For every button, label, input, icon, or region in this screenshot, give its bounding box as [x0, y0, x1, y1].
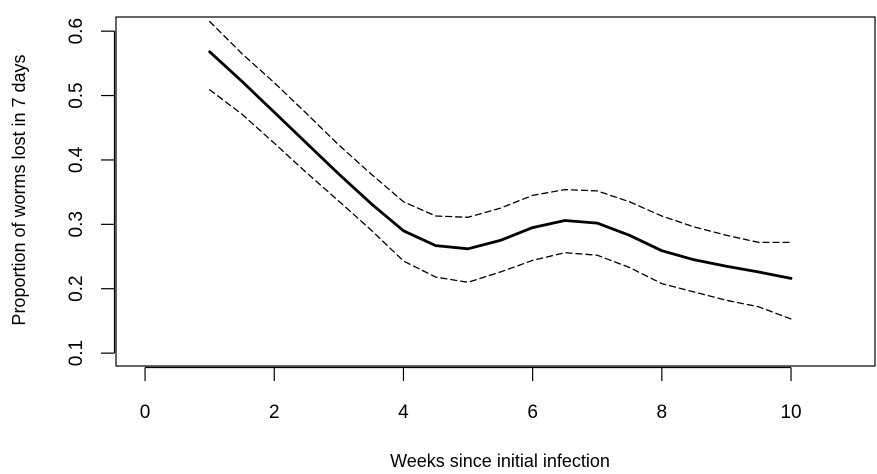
y-axis: 0.1 0.2 0.3 0.4 0.5 0.6 [66, 18, 116, 366]
y-tick-label: 0.3 [66, 211, 87, 237]
upper-ci-line [209, 20, 792, 244]
x-tick-label: 8 [657, 402, 668, 423]
x-tick-label: 2 [269, 402, 280, 423]
x-axis-label: Weeks since initial infection [390, 451, 610, 471]
x-tick-label: 0 [140, 402, 151, 423]
x-tick-label: 4 [398, 402, 409, 423]
x-tick-label: 10 [780, 402, 801, 423]
y-tick-label: 0.4 [66, 146, 87, 173]
y-axis-label: Proportion of worms lost in 7 days [9, 54, 29, 325]
fitted-line [208, 50, 793, 280]
x-axis: 0 2 4 6 8 10 [140, 366, 802, 423]
series-layer [208, 20, 793, 320]
plot-frame [115, 16, 876, 367]
x-tick-label: 6 [527, 402, 538, 423]
y-tick-label: 0.1 [66, 340, 87, 366]
y-tick-label: 0.5 [66, 82, 87, 108]
y-tick-label: 0.6 [66, 18, 87, 44]
y-tick-label: 0.2 [66, 275, 87, 301]
lower-ci-line [209, 89, 792, 320]
